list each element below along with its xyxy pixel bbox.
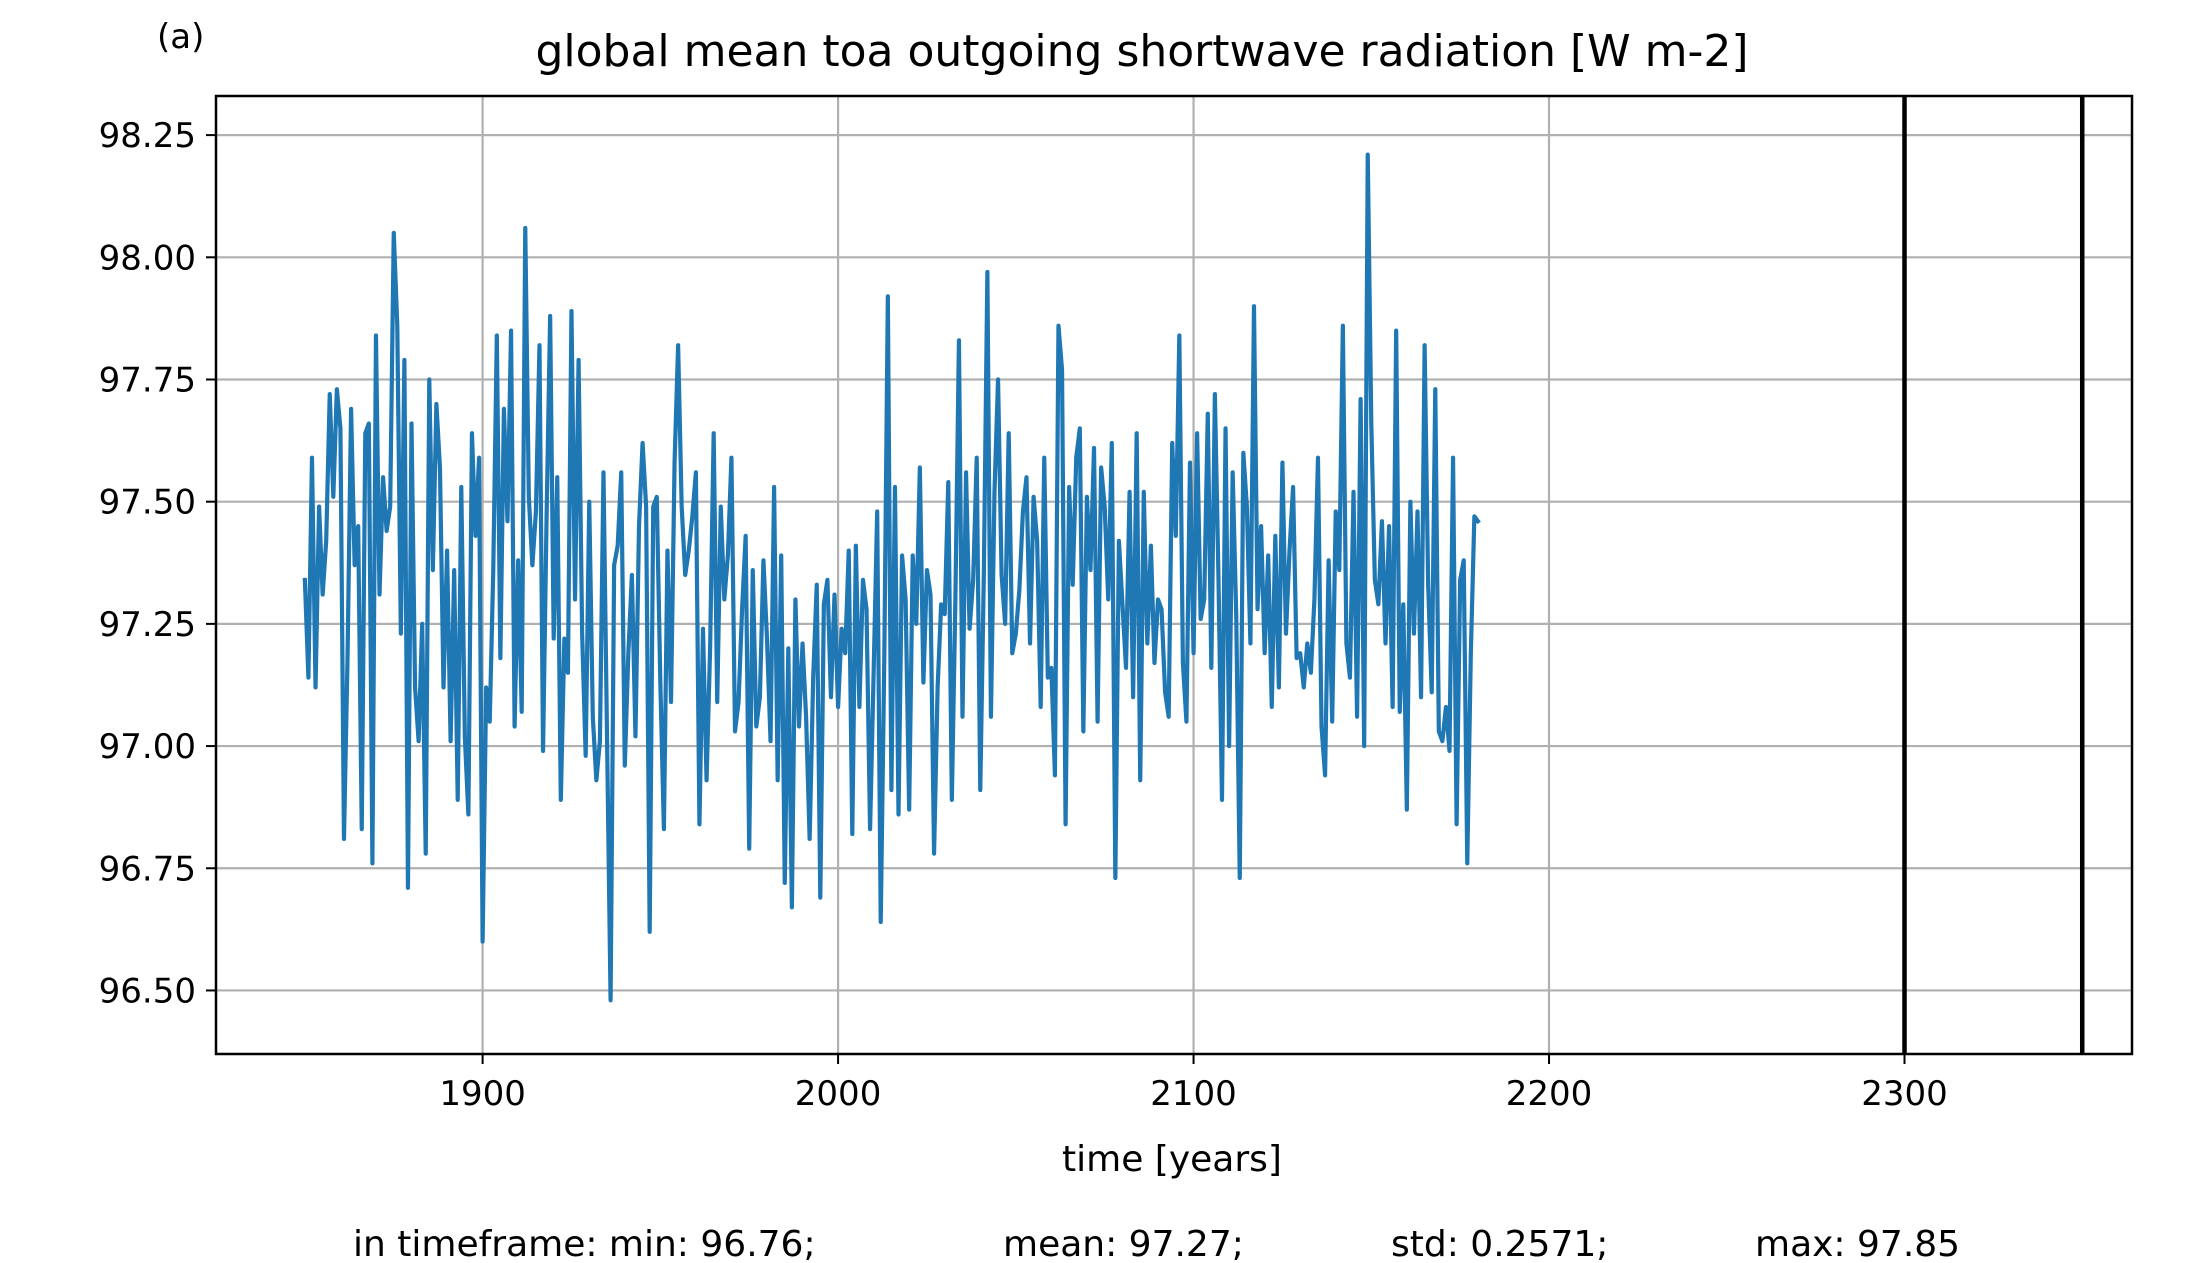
stat-min: in timeframe: min: 96.76; bbox=[353, 1224, 816, 1263]
stat-std: std: 0.2571; bbox=[1391, 1224, 1608, 1263]
y-tick-label: 97.50 bbox=[99, 483, 196, 523]
y-tick-label: 97.00 bbox=[99, 727, 196, 767]
y-tick-label: 97.25 bbox=[99, 605, 196, 645]
x-tick-label: 2200 bbox=[1506, 1074, 1593, 1114]
y-tick-label: 96.75 bbox=[99, 849, 196, 889]
y-tick-label: 98.25 bbox=[99, 116, 196, 156]
x-axis: 1900 2000 2100 2200 2300 bbox=[439, 1054, 1948, 1114]
y-tick-label: 97.75 bbox=[99, 360, 196, 400]
x-tick-label: 2000 bbox=[795, 1074, 882, 1114]
series-line-0 bbox=[302, 152, 1481, 1003]
stats-line: in timeframe: min: 96.76; mean: 97.27; s… bbox=[353, 1224, 1960, 1263]
reference-lines bbox=[1902, 96, 2085, 1054]
x-axis-label: time [years] bbox=[1062, 1139, 1282, 1180]
panel-label: (a) bbox=[157, 17, 204, 57]
x-tick-label: 1900 bbox=[439, 1074, 526, 1114]
plot-frame bbox=[214, 94, 2134, 1056]
chart-title: global mean toa outgoing shortwave radia… bbox=[535, 26, 1748, 77]
y-axis: 96.50 96.75 97.00 97.25 97.50 97.75 98.00 98.25 bbox=[99, 116, 216, 1011]
series-layer bbox=[302, 152, 1481, 1003]
x-tick-label: 2100 bbox=[1150, 1074, 1237, 1114]
stat-mean: mean: 97.27; bbox=[1003, 1224, 1244, 1263]
y-tick-label: 98.00 bbox=[99, 238, 196, 278]
y-tick-label: 96.50 bbox=[99, 971, 196, 1011]
stat-max: max: 97.85 bbox=[1755, 1224, 1960, 1263]
x-tick-label: 2300 bbox=[1861, 1074, 1948, 1114]
